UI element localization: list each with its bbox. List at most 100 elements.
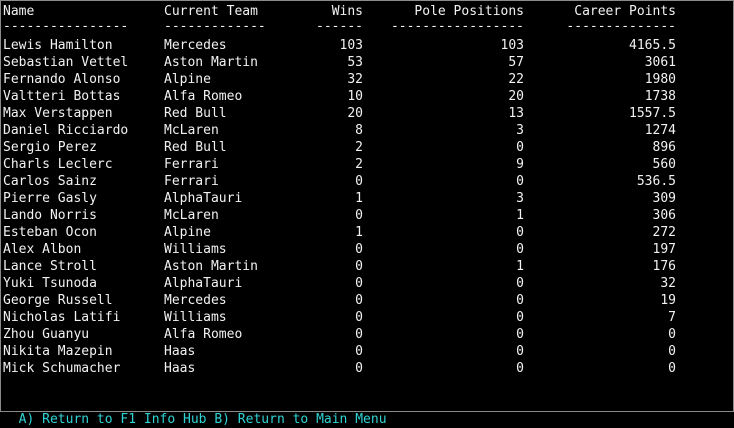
driver-name: Mick Schumacher: [3, 361, 121, 376]
driver-points: 0: [668, 327, 676, 342]
driver-poles: 13: [508, 106, 524, 121]
driver-team: Haas: [164, 344, 196, 359]
table-row: Esteban Ocon Alpine 1 0 272: [3, 224, 729, 241]
table-row: Fernando Alonso Alpine 32 22 1980: [3, 71, 729, 88]
driver-poles: 0: [516, 344, 524, 359]
table-row: Sebastian Vettel Aston Martin 53 57 3061: [3, 54, 729, 71]
driver-poles: 1: [516, 259, 524, 274]
driver-wins: 0: [355, 310, 363, 325]
driver-wins: 1: [355, 225, 363, 240]
table-row: Pierre Gasly AlphaTauri 1 3 309: [3, 190, 729, 207]
driver-points: 32: [660, 276, 676, 291]
table-header-row: Name Current Team Wins Pole Positions Ca…: [3, 3, 729, 20]
driver-poles: 22: [508, 72, 524, 87]
driver-wins: 0: [355, 276, 363, 291]
driver-poles: 0: [516, 276, 524, 291]
header-wins: Wins: [331, 4, 363, 19]
driver-points: 19: [660, 293, 676, 308]
driver-name: Charls Leclerc: [3, 157, 113, 172]
driver-wins: 2: [355, 140, 363, 155]
driver-points: 1557.5: [629, 106, 676, 121]
driver-poles: 103: [500, 38, 524, 53]
driver-poles: 9: [516, 157, 524, 172]
header-poles: Pole Positions: [414, 4, 524, 19]
driver-poles: 0: [516, 293, 524, 308]
driver-wins: 0: [355, 344, 363, 359]
driver-poles: 0: [516, 327, 524, 342]
driver-points: 896: [652, 140, 676, 155]
driver-points: 1980: [644, 72, 676, 87]
driver-name: Fernando Alonso: [3, 72, 121, 87]
driver-name: Valtteri Bottas: [3, 89, 121, 104]
table-row: Charls Leclerc Ferrari 2 9 560: [3, 156, 729, 173]
driver-name: Daniel Ricciardo: [3, 123, 129, 138]
table-separator-row: ---------------- ------------- ------ --…: [3, 18, 729, 35]
table-row: Yuki Tsunoda AlphaTauri 0 0 32: [3, 275, 729, 292]
separator-points: --------------: [566, 19, 676, 34]
driver-team: Red Bull: [164, 106, 227, 121]
table-row: Mick Schumacher Haas 0 0 0: [3, 360, 729, 377]
driver-name: Nikita Mazepin: [3, 344, 113, 359]
driver-points: 4165.5: [629, 38, 676, 53]
driver-name: Pierre Gasly: [3, 191, 97, 206]
driver-name: Alex Albon: [3, 242, 82, 257]
driver-points: 309: [652, 191, 676, 206]
driver-poles: 0: [516, 225, 524, 240]
driver-wins: 10: [347, 89, 363, 104]
driver-name: Carlos Sainz: [3, 174, 97, 189]
driver-wins: 0: [355, 361, 363, 376]
driver-wins: 2: [355, 157, 363, 172]
driver-team: Alpine: [164, 72, 211, 87]
driver-name: Lando Norris: [3, 208, 97, 223]
driver-poles: 0: [516, 242, 524, 257]
driver-team: AlphaTauri: [164, 191, 243, 206]
driver-wins: 0: [355, 259, 363, 274]
driver-team: Mercedes: [164, 38, 227, 53]
driver-wins: 0: [355, 174, 363, 189]
driver-poles: 0: [516, 310, 524, 325]
table-row: Max Verstappen Red Bull 20 13 1557.5: [3, 105, 729, 122]
menu-option-return-info-hub[interactable]: A) Return to F1 Info Hub: [18, 412, 207, 427]
table-row: Carlos Sainz Ferrari 0 0 536.5: [3, 173, 729, 190]
driver-points: 3061: [644, 55, 676, 70]
driver-wins: 8: [355, 123, 363, 138]
table-row: Lando Norris McLaren 0 1 306: [3, 207, 729, 224]
driver-team: Alpine: [164, 225, 211, 240]
separator-team: -------------: [164, 19, 266, 34]
table-row: Nicholas Latifi Williams 0 0 7: [3, 309, 729, 326]
table-row: George Russell Mercedes 0 0 19: [3, 292, 729, 309]
driver-team: Alfa Romeo: [164, 89, 243, 104]
driver-wins: 103: [339, 38, 363, 53]
driver-team: Red Bull: [164, 140, 227, 155]
driver-points: 536.5: [636, 174, 676, 189]
table-row: Daniel Ricciardo McLaren 8 3 1274: [3, 122, 729, 139]
driver-name: Lance Stroll: [3, 259, 97, 274]
driver-points: 1274: [644, 123, 676, 138]
driver-team: McLaren: [164, 208, 219, 223]
driver-name: Max Verstappen: [3, 106, 113, 121]
separator-poles: -----------------: [390, 19, 524, 34]
table-row: Zhou Guanyu Alfa Romeo 0 0 0: [3, 326, 729, 343]
driver-name: Sergio Perez: [3, 140, 97, 155]
driver-points: 1738: [644, 89, 676, 104]
driver-points: 197: [652, 242, 676, 257]
driver-poles: 0: [516, 361, 524, 376]
driver-points: 272: [652, 225, 676, 240]
driver-name: Esteban Ocon: [3, 225, 97, 240]
table-row: Valtteri Bottas Alfa Romeo 10 20 1738: [3, 88, 729, 105]
separator-name: ----------------: [3, 19, 129, 34]
driver-points: 560: [652, 157, 676, 172]
driver-wins: 1: [355, 191, 363, 206]
driver-team: Alfa Romeo: [164, 327, 243, 342]
driver-points: 0: [668, 344, 676, 359]
menu-option-return-main-menu[interactable]: B) Return to Main Menu: [214, 412, 387, 427]
driver-team: Mercedes: [164, 293, 227, 308]
driver-team: McLaren: [164, 123, 219, 138]
driver-wins: 0: [355, 327, 363, 342]
menu-bar: A) Return to F1 Info Hub B) Return to Ma…: [3, 394, 387, 427]
driver-team: Aston Martin: [164, 259, 258, 274]
driver-poles: 20: [508, 89, 524, 104]
driver-team: Aston Martin: [164, 55, 258, 70]
table-row: Alex Albon Williams 0 0 197: [3, 241, 729, 258]
driver-team: Ferrari: [164, 174, 219, 189]
